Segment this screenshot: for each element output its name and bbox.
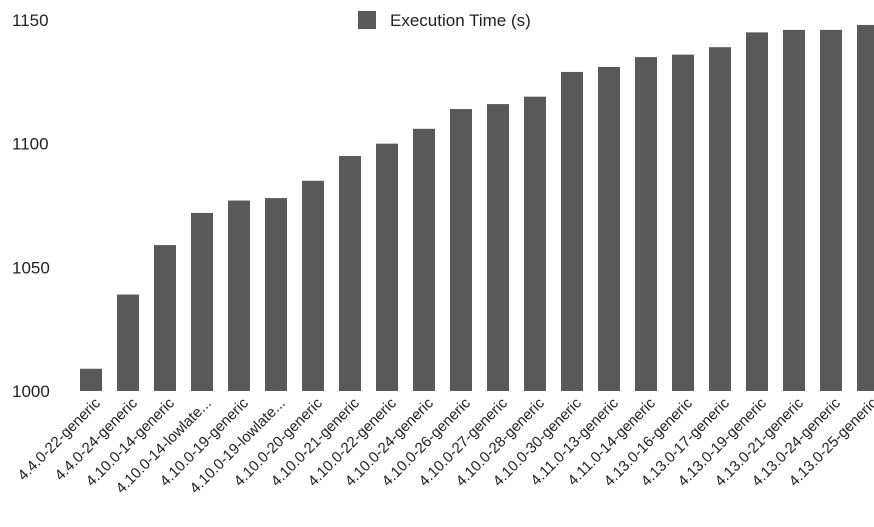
bar[interactable] [339, 156, 361, 391]
y-tick-label: 1000 [12, 382, 50, 401]
bar[interactable] [524, 96, 546, 391]
bar[interactable] [376, 143, 398, 391]
bars [80, 24, 874, 392]
y-tick-label: 1100 [12, 135, 49, 154]
bar[interactable] [783, 29, 805, 391]
y-tick-label: 1150 [12, 11, 49, 30]
bar[interactable] [302, 180, 324, 391]
bar[interactable] [80, 368, 102, 391]
bar[interactable] [635, 57, 657, 391]
bar[interactable] [561, 71, 583, 391]
bar[interactable] [450, 109, 472, 391]
bar[interactable] [820, 29, 842, 391]
bar[interactable] [709, 47, 731, 391]
x-axis: 4.4.0-22-generic4.4.0-24-generic4.10.0-1… [15, 394, 874, 497]
bar[interactable] [598, 66, 620, 391]
legend: Execution Time (s) [358, 11, 531, 30]
bar[interactable] [672, 54, 694, 391]
bar[interactable] [487, 104, 509, 392]
bar[interactable] [191, 212, 213, 391]
bar[interactable] [228, 200, 250, 391]
legend-label: Execution Time (s) [390, 11, 531, 30]
legend-swatch [358, 11, 376, 29]
y-tick-label: 1050 [12, 258, 50, 277]
bar[interactable] [154, 245, 176, 391]
bar[interactable] [746, 32, 768, 391]
bar[interactable] [265, 198, 287, 391]
bar[interactable] [413, 128, 435, 391]
bar[interactable] [857, 24, 874, 392]
y-axis: 1000 1050 1100 1150 [12, 11, 50, 401]
bar[interactable] [117, 294, 139, 391]
